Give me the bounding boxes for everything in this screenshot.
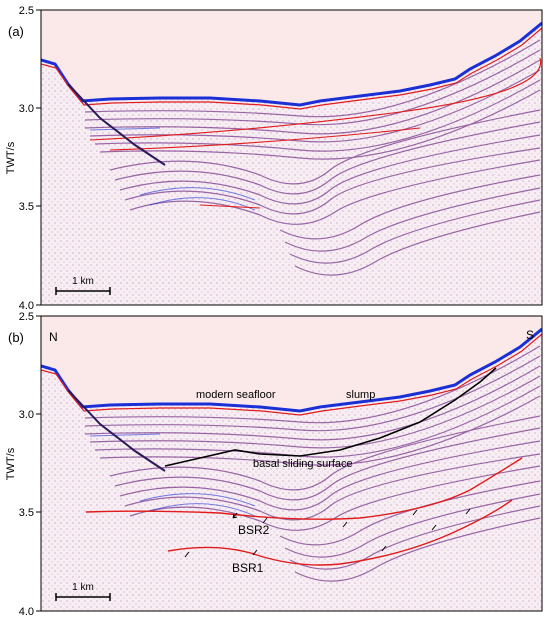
y-tick-a-0: 2.5 — [19, 5, 34, 17]
fault-line — [67, 83, 166, 166]
annotation-modern-seafloor: modern seafloor — [196, 389, 276, 401]
y-tick-a-3: 4.0 — [19, 300, 34, 312]
y-tick-b-2: 3.5 — [19, 507, 34, 519]
annotation-basal-sliding-surface: basal sliding surface — [253, 458, 353, 470]
bsr-arrows — [184, 508, 471, 558]
direction-label-north: N — [49, 330, 58, 344]
y-tick-a-1: 3.0 — [19, 103, 34, 115]
annotation-slump: slump — [346, 389, 375, 401]
y-axis-label-b: TWT/s — [5, 447, 17, 480]
panel-a-frame — [40, 9, 543, 306]
direction-label-south: S — [526, 328, 534, 342]
bsr2-line — [85, 457, 523, 520]
seafloor-reflector — [41, 21, 542, 107]
seafloor-reflector — [41, 327, 542, 413]
annotation-bsr1: BSR1 — [232, 561, 264, 575]
y-tick-b-3: 4.0 — [19, 606, 34, 618]
scale-bar-b: 1 km — [55, 582, 111, 601]
y-axis-a: 2.5 3.0 3.5 4.0 TWT/s — [5, 5, 41, 312]
y-tick-a-2: 3.5 — [19, 201, 34, 213]
basal-sliding-surface — [164, 367, 497, 467]
y-axis-label-a: TWT/s — [5, 141, 17, 174]
y-tick-b-0: 2.5 — [19, 311, 34, 323]
scale-bar-label-a: 1 km — [72, 276, 94, 287]
y-tick-b-1: 3.0 — [19, 409, 34, 421]
y-axis-b: 2.5 3.0 3.5 4.0 TWT/s — [5, 311, 41, 618]
panel-b: 2.5 3.0 3.5 4.0 TWT/s (b) N S modern sea… — [5, 311, 543, 618]
red-horizons — [89, 57, 542, 209]
bsr1-line — [167, 499, 513, 566]
panel-label-a: (a) — [8, 24, 24, 39]
blue-reflectors — [89, 127, 256, 211]
scale-bar-label-b: 1 km — [72, 582, 94, 593]
water-column — [41, 316, 542, 410]
panel-b-frame — [40, 315, 543, 612]
panel-label-b: (b) — [8, 330, 24, 345]
panel-a: 2.5 3.0 3.5 4.0 TWT/s (a) 1 km — [5, 5, 543, 312]
seafloor-red-reflector — [41, 333, 542, 416]
blue-reflectors — [89, 433, 256, 517]
seafloor-red-reflector — [41, 27, 542, 110]
water-column — [41, 10, 542, 104]
reflector-layers — [84, 39, 541, 276]
scale-bar-a: 1 km — [55, 276, 111, 295]
annotation-bsr2: BSR2 — [238, 523, 270, 537]
fault-line — [67, 389, 166, 472]
